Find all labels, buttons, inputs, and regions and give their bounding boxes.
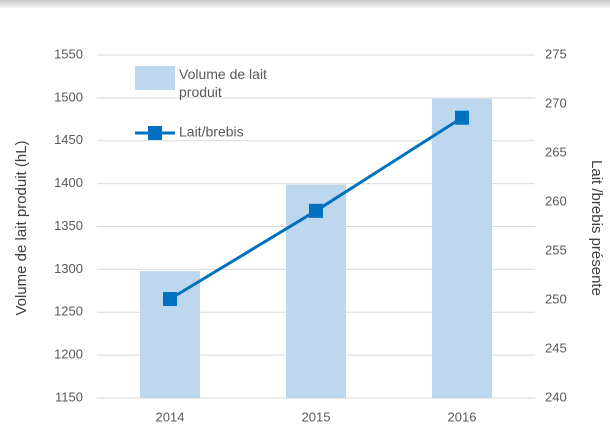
y-tick-label: 1200	[54, 347, 83, 362]
legend-marker	[148, 126, 162, 140]
y2-tick-label: 255	[545, 242, 567, 257]
top-strip	[0, 0, 610, 8]
line-marker	[309, 203, 323, 218]
y2-axis-title: Lait /brebis présente	[588, 160, 605, 296]
y-tick-label: 1300	[54, 261, 83, 276]
legend-swatch	[135, 66, 175, 90]
legend-label: Volume de lait produit	[179, 66, 267, 100]
x-tick-label: 2015	[302, 409, 331, 424]
x-tick-label: 2014	[156, 409, 185, 424]
y2-tick-label: 245	[545, 340, 567, 355]
line-marker	[455, 110, 469, 125]
y-tick-label: 1250	[54, 304, 83, 319]
bar	[432, 98, 492, 399]
y2-tick-label: 250	[545, 291, 567, 306]
bar	[140, 271, 200, 398]
y-tick-label: 1450	[54, 132, 83, 147]
y2-tick-label: 270	[545, 95, 567, 110]
y2-tick-label: 260	[545, 193, 567, 208]
y-tick-label: 1150	[55, 389, 83, 404]
y-tick-label: 1500	[54, 89, 83, 104]
y2-tick-label: 265	[545, 144, 567, 159]
y-tick-label: 1550	[54, 46, 83, 61]
line-marker	[163, 292, 177, 307]
legend-label: Lait/brebis	[179, 124, 244, 140]
bar	[286, 184, 346, 398]
y-tick-label: 1400	[54, 175, 83, 190]
y-axis-title: Volume de lait produit (hL)	[13, 140, 30, 315]
y-tick-label: 1350	[54, 218, 83, 233]
x-tick-label: 2016	[448, 409, 477, 424]
y2-tick-label: 240	[545, 389, 567, 404]
y2-tick-label: 275	[545, 46, 567, 61]
